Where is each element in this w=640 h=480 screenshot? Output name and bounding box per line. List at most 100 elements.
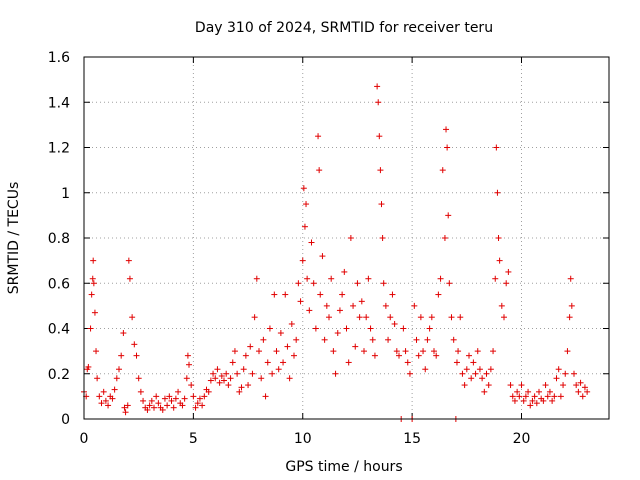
data-point (493, 144, 500, 151)
data-point (146, 402, 153, 409)
data-point (234, 370, 241, 377)
data-point (297, 298, 304, 305)
data-point (507, 382, 514, 389)
data-point (573, 382, 580, 389)
data-point (245, 382, 252, 389)
data-point (446, 280, 453, 287)
data-point (527, 402, 534, 409)
data-point (201, 393, 208, 400)
data-point (144, 406, 151, 413)
data-point (151, 404, 157, 411)
data-point (181, 395, 188, 402)
data-point (269, 370, 276, 377)
data-point (568, 302, 575, 309)
data-point (361, 348, 367, 355)
data-point (472, 370, 479, 377)
data-point (124, 402, 131, 409)
data-point (546, 388, 553, 395)
data-point (413, 336, 420, 343)
data-point (457, 314, 464, 321)
data-point (406, 370, 413, 377)
data-point (291, 352, 297, 359)
data-point (476, 366, 483, 373)
data-point (273, 348, 280, 355)
data-point (111, 386, 118, 393)
data-point (445, 212, 452, 219)
data-point (379, 235, 386, 241)
data-point (159, 406, 166, 413)
data-point (463, 366, 470, 373)
data-point (470, 359, 477, 366)
data-point (116, 366, 122, 373)
data-point (122, 409, 129, 416)
data-point (330, 348, 337, 355)
data-point (455, 348, 462, 355)
data-point (183, 375, 190, 382)
data-point (339, 291, 346, 298)
data-point (358, 298, 365, 305)
data-point (93, 348, 100, 355)
data-point (575, 388, 582, 395)
y-tick-label: 1.4 (48, 95, 70, 111)
data-point (299, 257, 306, 264)
data-point (437, 275, 444, 282)
data-point (417, 314, 424, 321)
data-point (365, 275, 372, 282)
data-point (435, 291, 442, 298)
data-point (536, 388, 542, 395)
y-tick-label: 0.4 (48, 322, 70, 338)
data-point (277, 330, 284, 337)
data-point (229, 359, 236, 366)
data-point (542, 382, 549, 389)
data-point (571, 370, 577, 377)
data-point (352, 343, 359, 350)
x-tick-label: 20 (513, 431, 531, 447)
data-point (218, 373, 225, 380)
data-point (389, 291, 396, 298)
data-point (271, 291, 278, 298)
data-point (90, 280, 97, 287)
data-point (102, 397, 109, 404)
data-point (505, 268, 512, 275)
data-point (88, 291, 95, 298)
data-point (426, 325, 433, 332)
data-point (133, 352, 140, 359)
ticks-group: 0 5 10 15 20 0 0.2 0.4 0.6 0.8 1 1.2 1.4 1.6 (48, 50, 609, 447)
data-point (212, 375, 219, 382)
y-tick-label: 0.8 (48, 231, 70, 247)
data-point (555, 366, 562, 373)
data-point (385, 336, 392, 343)
data-point (420, 348, 427, 355)
data-point (172, 395, 179, 402)
data-point (175, 388, 182, 395)
data-point (363, 314, 370, 321)
data-point (121, 404, 128, 411)
data-point (540, 397, 547, 404)
x-tick-label: 15 (403, 431, 421, 447)
data-point (94, 375, 101, 382)
data-point (256, 348, 262, 355)
data-point (396, 352, 402, 359)
data-point (380, 280, 387, 287)
data-point (461, 382, 468, 389)
data-point (100, 388, 107, 395)
data-point (205, 388, 212, 395)
data-point (148, 397, 155, 404)
data-point (511, 397, 518, 404)
data-point (304, 275, 311, 282)
data-point (120, 330, 127, 337)
data-point (155, 400, 162, 407)
data-point (264, 359, 271, 366)
data-point (221, 377, 227, 384)
data-point (131, 341, 138, 348)
data-point (369, 336, 376, 343)
data-point (332, 370, 339, 377)
data-point (161, 395, 168, 402)
data-point (374, 83, 381, 90)
data-point (223, 370, 230, 377)
data-point (533, 400, 540, 407)
data-point (343, 325, 350, 332)
data-point (98, 400, 105, 407)
data-point (326, 314, 332, 321)
data-point (316, 167, 323, 174)
